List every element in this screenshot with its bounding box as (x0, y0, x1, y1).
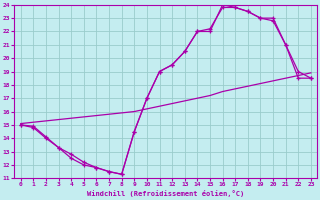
X-axis label: Windchill (Refroidissement éolien,°C): Windchill (Refroidissement éolien,°C) (87, 190, 244, 197)
